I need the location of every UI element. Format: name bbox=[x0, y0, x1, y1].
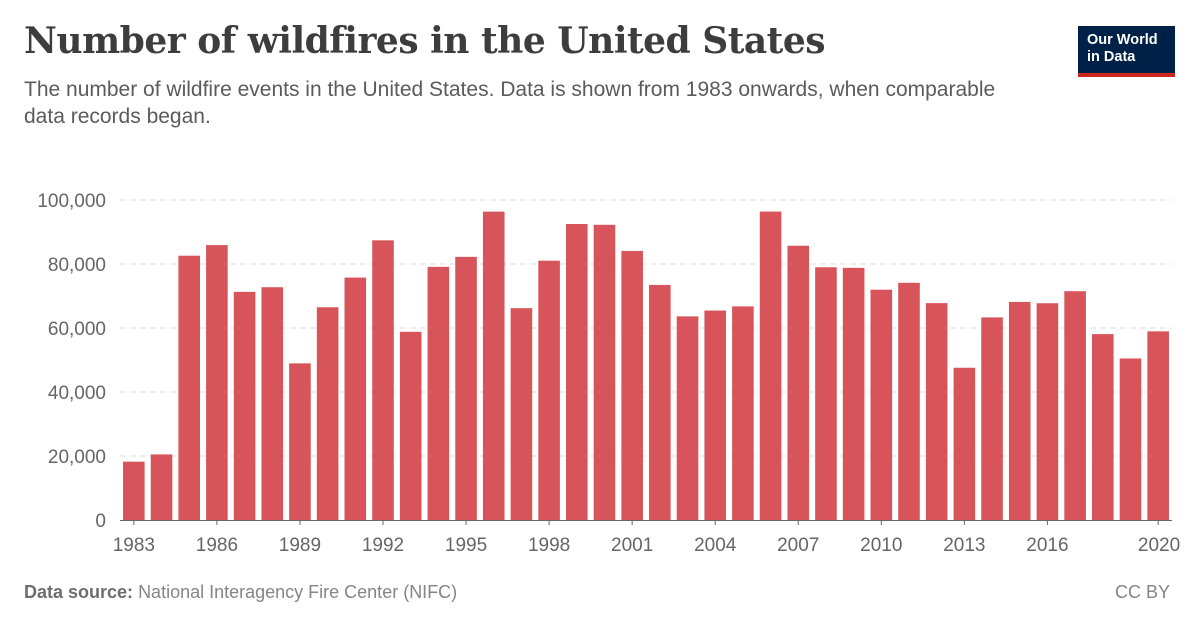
bar-2012[interactable] bbox=[925, 303, 948, 520]
chart-subtitle: The number of wildfire events in the Uni… bbox=[24, 78, 996, 128]
bar-1996[interactable] bbox=[482, 211, 505, 520]
data-source-link[interactable]: National Interagency Fire Center (NIFC) bbox=[138, 582, 458, 602]
x-tick-label: 2001 bbox=[611, 535, 653, 556]
x-tick-label: 2010 bbox=[860, 535, 902, 556]
bar-2006[interactable] bbox=[759, 211, 782, 520]
bar-1997[interactable] bbox=[510, 308, 533, 520]
bar-1984[interactable] bbox=[150, 454, 173, 520]
bar-2011[interactable] bbox=[898, 282, 920, 520]
bar-1995[interactable] bbox=[455, 256, 477, 520]
bar-1991[interactable] bbox=[344, 277, 367, 520]
y-tick-label: 60,000 bbox=[48, 319, 106, 340]
x-tick-label: 1992 bbox=[362, 535, 404, 556]
x-tick-label: 2020 bbox=[1138, 535, 1180, 556]
bar-2000[interactable] bbox=[593, 224, 616, 521]
bar-2013[interactable] bbox=[953, 367, 976, 520]
bar-2016[interactable] bbox=[1036, 303, 1059, 520]
bar-1987[interactable] bbox=[233, 291, 256, 520]
bar-chart: 0 20,000 40,000 60,000 80,000 100,000 1983 1986… bbox=[37, 191, 1180, 556]
bars bbox=[123, 211, 1169, 521]
x-tick-label: 2007 bbox=[777, 535, 819, 556]
bar-1989[interactable] bbox=[289, 363, 311, 520]
bar-1990[interactable] bbox=[316, 307, 339, 520]
bar-1986[interactable] bbox=[206, 245, 228, 520]
bar-2003[interactable] bbox=[676, 316, 699, 520]
owid-logo[interactable]: Our World in Data bbox=[1078, 26, 1175, 77]
axes: 0 20,000 40,000 60,000 80,000 100,000 1983 1986… bbox=[37, 191, 1180, 556]
bar-2004[interactable] bbox=[704, 310, 727, 520]
bar-1988[interactable] bbox=[261, 287, 284, 520]
x-tick-label: 2013 bbox=[943, 535, 985, 556]
x-tick-label: 1983 bbox=[113, 535, 155, 556]
x-tick-label: 1989 bbox=[279, 535, 321, 556]
bar-1998[interactable] bbox=[538, 260, 560, 520]
x-tick-label: 1995 bbox=[445, 535, 487, 556]
x-tick-label: 2004 bbox=[694, 535, 737, 556]
logo-line-1: Our World bbox=[1087, 32, 1158, 48]
y-tick-label: 80,000 bbox=[48, 255, 106, 276]
bar-2015[interactable] bbox=[1008, 301, 1031, 520]
bar-2017[interactable] bbox=[1064, 291, 1086, 520]
bar-1983[interactable] bbox=[123, 461, 145, 520]
bar-1994[interactable] bbox=[427, 266, 450, 520]
y-tick-label: 40,000 bbox=[48, 383, 106, 404]
bar-2002[interactable] bbox=[649, 284, 671, 520]
y-tick-label: 100,000 bbox=[37, 191, 106, 212]
data-source-label: Data source: bbox=[24, 582, 134, 602]
x-tick-label: 2016 bbox=[1026, 535, 1068, 556]
bar-2007[interactable] bbox=[787, 245, 810, 520]
bar-2005[interactable] bbox=[732, 306, 754, 520]
bar-2008[interactable] bbox=[815, 267, 837, 520]
bar-2014[interactable] bbox=[981, 317, 1003, 520]
bar-1992[interactable] bbox=[372, 240, 394, 520]
bar-1985[interactable] bbox=[178, 255, 201, 520]
bar-2010[interactable] bbox=[870, 289, 893, 520]
x-tick-label: 1998 bbox=[528, 535, 570, 556]
x-tick-label: 1986 bbox=[196, 535, 238, 556]
chart-title: Number of wildfires in the United States bbox=[24, 20, 826, 62]
data-source: Data source: National Interagency Fire C… bbox=[24, 582, 457, 603]
bar-1999[interactable] bbox=[565, 224, 588, 520]
y-tick-label: 20,000 bbox=[48, 447, 106, 468]
y-tick-label: 0 bbox=[95, 511, 106, 532]
bar-2020[interactable] bbox=[1147, 331, 1169, 520]
license-link[interactable]: CC BY bbox=[1114, 582, 1170, 602]
bar-2018[interactable] bbox=[1091, 334, 1114, 520]
bar-2001[interactable] bbox=[621, 250, 643, 520]
bar-2009[interactable] bbox=[842, 267, 865, 520]
bar-2019[interactable] bbox=[1119, 358, 1142, 520]
logo-line-2: in Data bbox=[1087, 49, 1136, 65]
bar-1993[interactable] bbox=[399, 331, 422, 520]
